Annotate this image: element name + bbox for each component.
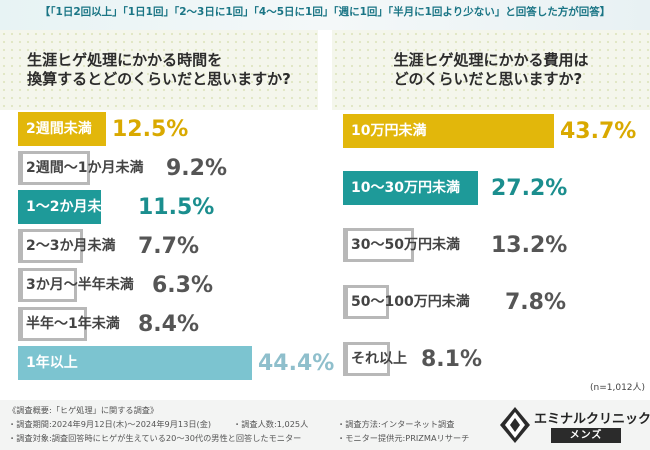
bar-value-label: 43.7% — [560, 119, 637, 144]
bar-label: 2週間〜1か月未満 — [26, 160, 144, 176]
bar-label: 1〜2か月未満 — [26, 199, 116, 215]
bar-label: 3か月〜半年未満 — [26, 277, 134, 293]
bar-label: 30〜50万円未満 — [351, 237, 460, 253]
bar-row: 50〜100万円未満 7.8% — [343, 285, 643, 319]
bar — [18, 151, 90, 185]
bar-row: 2週間未満 12.5% — [18, 112, 318, 146]
bar-label: それ以上 — [351, 351, 407, 367]
right-question: 生涯ヒゲ処理にかかる費用は どのくらいだと思いますか? — [332, 30, 650, 110]
bar-value-label: 11.5% — [138, 195, 215, 220]
bar-value-label: 7.8% — [505, 290, 567, 315]
footer-provider: ・モニター提供元:PRIZMAリサーチ — [337, 433, 470, 443]
bar-label: 10〜30万円未満 — [351, 180, 460, 196]
bar-row: 2週間〜1か月未満 9.2% — [18, 151, 318, 185]
right-question-line-1: 生涯ヒゲ処理にかかる費用は — [393, 50, 589, 69]
bar-row: それ以上 8.1% — [343, 342, 643, 376]
footer-period: ・調査期間:2024年9月12日(木)〜2024年9月13日(金) — [8, 419, 212, 429]
sample-size-note: (n=1,012人) — [590, 383, 646, 393]
bar-label: 10万円未満 — [351, 123, 427, 139]
brand-emblem-icon — [500, 407, 530, 443]
footer-overview: 《調査概要:「ヒゲ処理」に関する調査》 — [8, 405, 159, 415]
left-question: 生涯ヒゲ処理にかかる時間を 換算するとどのくらいだと思いますか? — [0, 30, 318, 110]
bar — [343, 114, 554, 148]
bar-label: 50〜100万円未満 — [351, 294, 470, 310]
top-banner — [0, 0, 650, 30]
left-question-line-2: 換算するとどのくらいだと思いますか? — [27, 70, 291, 88]
left-question-panel: 生涯ヒゲ処理にかかる時間を 換算するとどのくらいだと思いますか? — [0, 30, 318, 110]
bar — [343, 342, 390, 376]
bar — [343, 228, 414, 262]
bar-label: 半年〜1年未満 — [26, 316, 120, 332]
brand-logo: エミナルクリニック メンズ — [497, 404, 650, 446]
header-note: 【「1日2回以上」「1日1回」「2〜3日に1回」「4〜5日に1回」「週に1回」「… — [39, 6, 611, 18]
bar-value-label: 44.4% — [258, 351, 335, 376]
bar-label: 1年以上 — [26, 355, 78, 371]
bar-row: 10〜30万円未満 27.2% — [343, 171, 643, 205]
bar-value-label: 12.5% — [112, 117, 189, 142]
bar — [18, 268, 77, 302]
bar — [18, 346, 252, 380]
bar — [18, 307, 87, 341]
right-question-line-2: どのくらいだと思いますか? — [393, 70, 583, 88]
bar-row: 2〜3か月未満 7.7% — [18, 229, 318, 263]
bar-value-label: 8.1% — [421, 347, 483, 372]
bar-label: 2週間未満 — [26, 121, 92, 137]
bar — [18, 112, 106, 146]
bar-value-label: 6.3% — [152, 273, 214, 298]
footer-respondents: ・調査人数:1,025人 — [233, 419, 309, 429]
bar — [343, 171, 478, 205]
bar-row: 1〜2か月未満 11.5% — [18, 190, 318, 224]
left-question-line-1: 生涯ヒゲ処理にかかる時間を — [27, 50, 223, 69]
footer-target: ・調査対象:調査回答時にヒゲが生えている20〜30代の男性と回答したモニター — [8, 433, 302, 443]
bar — [18, 229, 83, 263]
left-bar-chart: 2週間未満 12.5% 2週間〜1か月未満 9.2% 1〜2か月未満 11.5% 2〜3か月… — [18, 110, 334, 395]
bar-row: 30〜50万円未満 13.2% — [343, 228, 643, 262]
bar — [343, 285, 389, 319]
bar-value-label: 8.4% — [138, 312, 200, 337]
bar-value-label: 27.2% — [491, 176, 568, 201]
brand-sub: メンズ — [551, 428, 621, 443]
bar-value-label: 9.2% — [166, 156, 228, 181]
footer-method: ・調査方法:インターネット調査 — [337, 419, 455, 429]
bar-row: 半年〜1年未満 8.4% — [18, 307, 318, 341]
right-bar-chart: 10万円未満 43.7% 10〜30万円未満 27.2% 30〜50万円未満 13.2% 5… — [343, 110, 643, 395]
bar-label: 2〜3か月未満 — [26, 238, 116, 254]
brand-name: エミナルクリニック — [534, 412, 650, 427]
bar-row: 3か月〜半年未満 6.3% — [18, 268, 318, 302]
right-question-panel: 生涯ヒゲ処理にかかる費用は どのくらいだと思いますか? — [332, 30, 650, 110]
bar-value-label: 13.2% — [491, 233, 568, 258]
bar-value-label: 7.7% — [138, 234, 200, 259]
bar-row: 1年以上 44.4% — [18, 346, 334, 380]
footer: 《調査概要:「ヒゲ処理」に関する調査》 ・調査期間:2024年9月12日(木)〜… — [0, 400, 650, 450]
bar — [18, 190, 101, 224]
bar-row: 10万円未満 43.7% — [343, 114, 643, 148]
